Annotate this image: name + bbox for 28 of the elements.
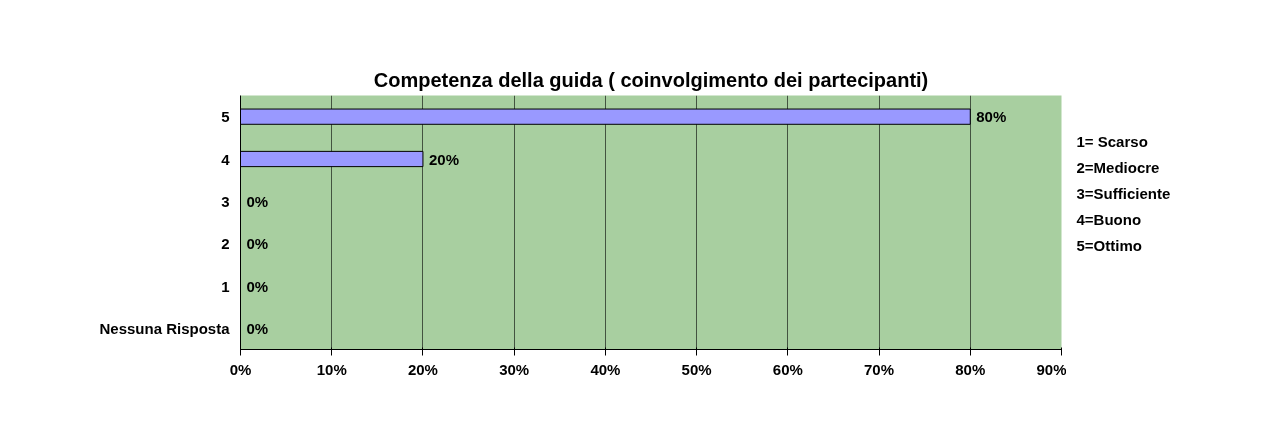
data-label: 80% [976, 108, 1007, 126]
data-label: 0% [246, 277, 269, 295]
y-tick-label: 4 [221, 150, 231, 168]
data-label: 0% [246, 192, 269, 210]
x-tick-label: 40% [590, 360, 621, 378]
y-tick-label: 1 [221, 277, 230, 295]
x-tick-label: 50% [681, 360, 712, 378]
x-tick-label: 70% [864, 360, 895, 378]
x-tick-label: 0% [229, 360, 252, 378]
y-tick-label: 5 [221, 108, 230, 126]
data-label: 20% [428, 150, 459, 168]
x-tick-label: 20% [407, 360, 438, 378]
x-tick-label: 30% [499, 360, 530, 378]
text: 3=Sufficiente [1076, 184, 1171, 202]
x-tick-label: 10% [316, 360, 347, 378]
y-tick-label: 2 [221, 235, 230, 253]
data-label: 0% [246, 235, 269, 253]
text: 5=Ottimo [1076, 236, 1142, 254]
x-tick-label: 90% [1036, 360, 1067, 378]
x-tick-label: 80% [955, 360, 986, 378]
x-tick-label: 60% [772, 360, 803, 378]
text: 1= Scarso [1076, 132, 1148, 150]
y-tick-label: Nessuna Risposta [99, 319, 231, 337]
chart-title: Competenza della guida ( coinvolgimento dei partecipanti) [373, 68, 929, 91]
text: 4=Buono [1076, 210, 1142, 228]
y-tick-label: 3 [221, 192, 230, 210]
text: 2=Mediocre [1076, 158, 1160, 176]
data-label: 0% [246, 319, 269, 337]
